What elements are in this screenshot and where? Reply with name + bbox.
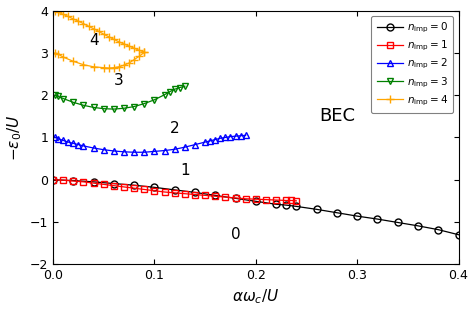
Y-axis label: $-\varepsilon_0/U$: $-\varepsilon_0/U$: [6, 114, 24, 161]
X-axis label: $\alpha\omega_c/U$: $\alpha\omega_c/U$: [232, 288, 279, 306]
Text: 0: 0: [231, 227, 240, 242]
Text: 2: 2: [170, 121, 180, 136]
Text: 4: 4: [89, 33, 99, 48]
Text: 3: 3: [114, 73, 124, 88]
Text: 1: 1: [180, 163, 190, 178]
Legend: $n_{\rm imp}=0$, $n_{\rm imp}=1$, $n_{\rm imp}=2$, $n_{\rm imp}=3$, $n_{\rm imp}: $n_{\rm imp}=0$, $n_{\rm imp}=1$, $n_{\r…: [371, 16, 453, 113]
Text: BEC: BEC: [319, 107, 355, 125]
